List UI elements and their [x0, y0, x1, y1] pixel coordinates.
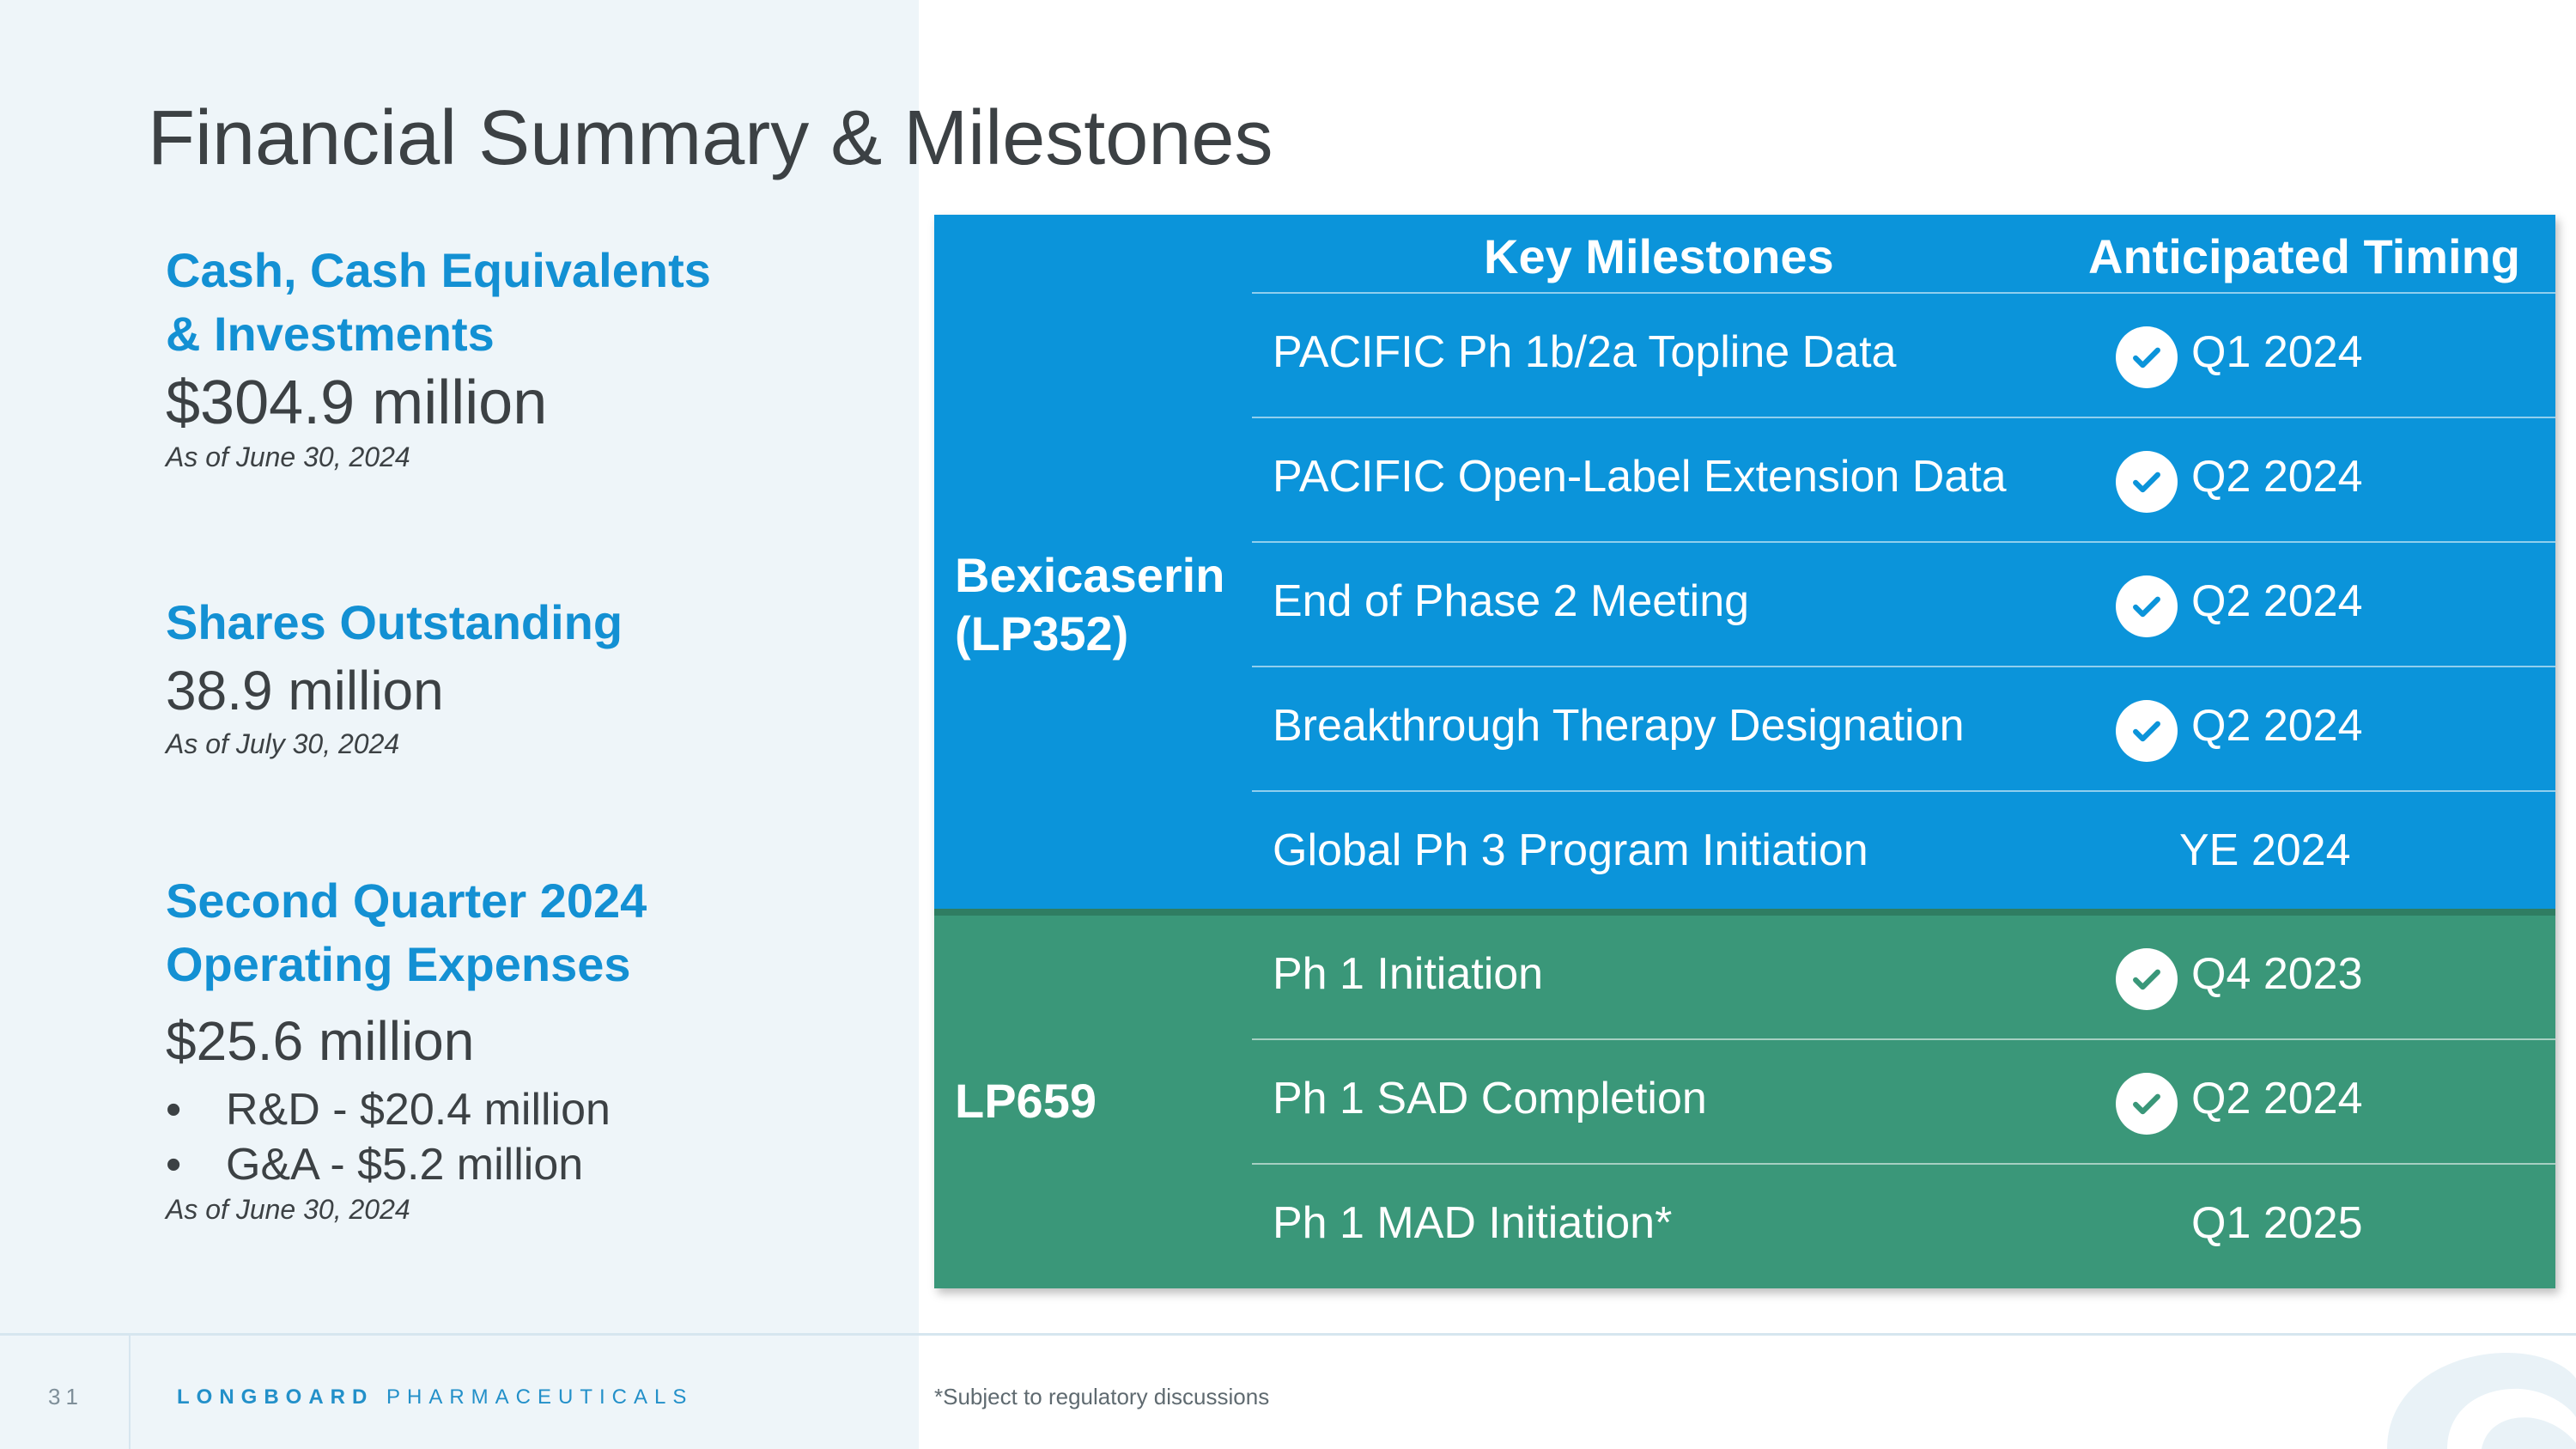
table-row: Ph 1 SAD Completion Q2 2024: [1252, 1040, 2555, 1165]
lp659-label: LP659: [955, 1074, 1097, 1128]
table-row: Ph 1 MAD Initiation* Q1 2025: [1252, 1165, 2555, 1289]
row-divider: [1252, 541, 2555, 543]
row-divider: [1252, 1163, 2555, 1165]
cash-heading-line1: Cash, Cash Equivalents: [166, 243, 711, 297]
table-row: PACIFIC Ph 1b/2a Topline Data Q1 2024: [1252, 294, 2555, 418]
milestone-name: Ph 1 MAD Initiation*: [1273, 1198, 1673, 1248]
wave-logo-icon: [2387, 1353, 2576, 1449]
opex-stat: Second Quarter 2024 Operating Expenses $…: [166, 869, 647, 1227]
milestone-name: Global Ph 3 Program Initiation: [1273, 825, 1868, 875]
brand-wordmark: LONGBOARD PHARMACEUTICALS: [177, 1385, 693, 1409]
page-number: 31: [48, 1384, 83, 1409]
bexicaserin-label-line1: Bexicaserin: [955, 548, 1225, 602]
milestone-timing: Q2 2024: [2191, 701, 2363, 751]
opex-bullet-rd: R&D - $20.4 million: [166, 1082, 647, 1137]
table-row: Breakthrough Therapy Designation Q2 2024: [1252, 667, 2555, 792]
page-title: Financial Summary & Milestones: [148, 95, 1273, 181]
opex-heading-line1: Second Quarter 2024: [166, 874, 647, 928]
footer: 31 LONGBOARD PHARMACEUTICALS *Subject to…: [0, 1333, 2576, 1449]
brand-bold: LONGBOARD: [177, 1385, 374, 1409]
header-key-milestones: Key Milestones: [1484, 229, 1834, 283]
milestone-timing: Q2 2024: [2191, 452, 2363, 502]
milestone-name: PACIFIC Ph 1b/2a Topline Data: [1273, 327, 1897, 377]
bexicaserin-label: Bexicaserin (LP352): [955, 546, 1224, 663]
milestone-timing: Q1 2024: [2191, 327, 2363, 377]
bexicaserin-label-line2: (LP352): [955, 606, 1129, 661]
group-separator: [934, 909, 2555, 916]
check-circle-icon: [2116, 451, 2178, 513]
cash-value: $304.9 million: [166, 368, 548, 437]
opex-note: As of June 30, 2024: [166, 1194, 410, 1225]
opex-value: $25.6 million: [166, 1010, 475, 1072]
milestone-name: End of Phase 2 Meeting: [1273, 576, 1750, 626]
bexicaserin-group: Bexicaserin (LP352) Key Milestones Antic…: [934, 215, 2555, 909]
footer-left-background: [0, 1336, 919, 1449]
check-circle-icon: [2116, 326, 2178, 388]
milestone-name: Breakthrough Therapy Designation: [1273, 701, 1965, 751]
header-anticipated-timing: Anticipated Timing: [2088, 229, 2520, 283]
check-circle-icon: [2116, 700, 2178, 762]
shares-note: As of July 30, 2024: [166, 728, 400, 759]
opex-heading-line2: Operating Expenses: [166, 937, 631, 991]
row-divider: [1252, 790, 2555, 792]
row-divider: [1252, 417, 2555, 418]
brand-regular: PHARMACEUTICALS: [386, 1385, 694, 1409]
milestone-timing: Q2 2024: [2191, 1074, 2363, 1123]
milestone-timing: Q1 2025: [2191, 1198, 2363, 1248]
check-circle-icon: [2116, 948, 2178, 1010]
header-divider: [1252, 292, 2555, 294]
milestone-timing: Q4 2023: [2191, 949, 2363, 999]
table-row: End of Phase 2 Meeting Q2 2024: [1252, 543, 2555, 667]
cash-note: As of June 30, 2024: [166, 441, 410, 472]
opex-breakdown-list: R&D - $20.4 million G&A - $5.2 million: [166, 1082, 647, 1192]
cash-stat: Cash, Cash Equivalents & Investments $30…: [166, 239, 711, 474]
lp659-group: LP659 Ph 1 Initiation Q4 2023 Ph 1 SAD C…: [934, 916, 2555, 1288]
row-divider: [1252, 666, 2555, 667]
milestone-timing: YE 2024: [2179, 825, 2351, 875]
footer-divider: [129, 1336, 131, 1449]
check-circle-icon: [2116, 575, 2178, 637]
table-row: Ph 1 Initiation Q4 2023: [1252, 916, 2555, 1040]
shares-heading: Shares Outstanding: [166, 595, 623, 649]
check-circle-icon: [2116, 1073, 2178, 1135]
table-row: PACIFIC Open-Label Extension Data Q2 202…: [1252, 418, 2555, 543]
cash-heading-line2: & Investments: [166, 307, 495, 361]
row-divider: [1252, 1038, 2555, 1040]
opex-bullet-ga: G&A - $5.2 million: [166, 1137, 647, 1192]
milestones-table: Bexicaserin (LP352) Key Milestones Antic…: [934, 215, 2555, 1288]
milestone-name: Ph 1 SAD Completion: [1273, 1074, 1707, 1123]
table-row: Global Ph 3 Program Initiation YE 2024: [1252, 792, 2555, 916]
milestone-timing: Q2 2024: [2191, 576, 2363, 626]
footnote: *Subject to regulatory discussions: [934, 1384, 1270, 1409]
milestone-name: PACIFIC Open-Label Extension Data: [1273, 452, 2007, 502]
milestone-name: Ph 1 Initiation: [1273, 949, 1544, 999]
shares-stat: Shares Outstanding 38.9 million As of Ju…: [166, 591, 623, 761]
shares-value: 38.9 million: [166, 660, 444, 721]
